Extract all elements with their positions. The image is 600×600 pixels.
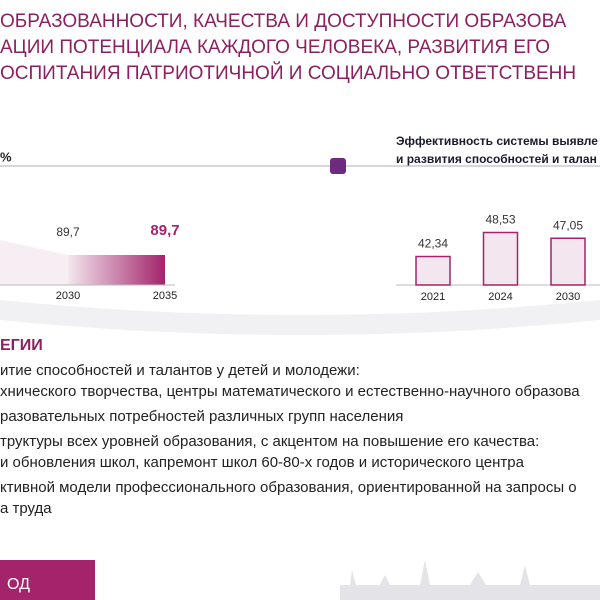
section-title: ЕГИИ [0,337,43,354]
timeline-marker [330,158,346,174]
bar [550,237,586,286]
value-label: 89,7 [150,222,179,239]
list-line: ктивной модели профессионального образов… [0,479,577,496]
value-label: 42,34 [418,237,448,251]
header-line: ОБРАЗОВАННОСТИ, КАЧЕСТВА И ДОСТУПНОСТИ О… [0,11,567,32]
list-line: труктуры всех уровней образования, с акц… [0,433,539,450]
x-tick-label: 2024 [488,291,512,303]
unit: % [0,149,12,164]
x-tick-label: 2035 [153,290,177,302]
bar [415,255,451,286]
value-label: 47,05 [553,218,583,232]
x-tick-label: 2021 [421,291,445,303]
value-label: 89,7 [56,225,80,239]
list-line: хнического творчества, центры математиче… [0,383,580,400]
footer-band [0,560,95,600]
chart-title: и развития способностей и талан [396,152,597,166]
value-label: 48,53 [485,213,515,227]
list-line: разовательных потребностей различных гру… [0,408,403,425]
list-line: и обновления школ, капремонт школ 60-80-… [0,454,525,471]
area-history [0,240,68,285]
list-line: а труда [0,500,52,517]
x-tick-label: 2030 [556,291,580,303]
chart-title: Эффективность системы выявле [396,134,598,148]
bar [482,231,519,286]
swoosh [0,300,600,335]
list-line: итие способностей и талантов у детей и м… [0,362,360,379]
header-line: ОСПИТАНИЯ ПАТРИОТИЧНОЙ И СОЦИАЛЬНО ОТВЕТ… [0,62,576,84]
x-tick-label: 2030 [56,290,80,302]
skyline [340,560,600,600]
footer-text: ОД [7,576,30,593]
area [68,255,165,285]
header-line: АЦИИ ПОТЕНЦИАЛА КАЖДОГО ЧЕЛОВЕКА, РАЗВИТ… [0,37,550,58]
